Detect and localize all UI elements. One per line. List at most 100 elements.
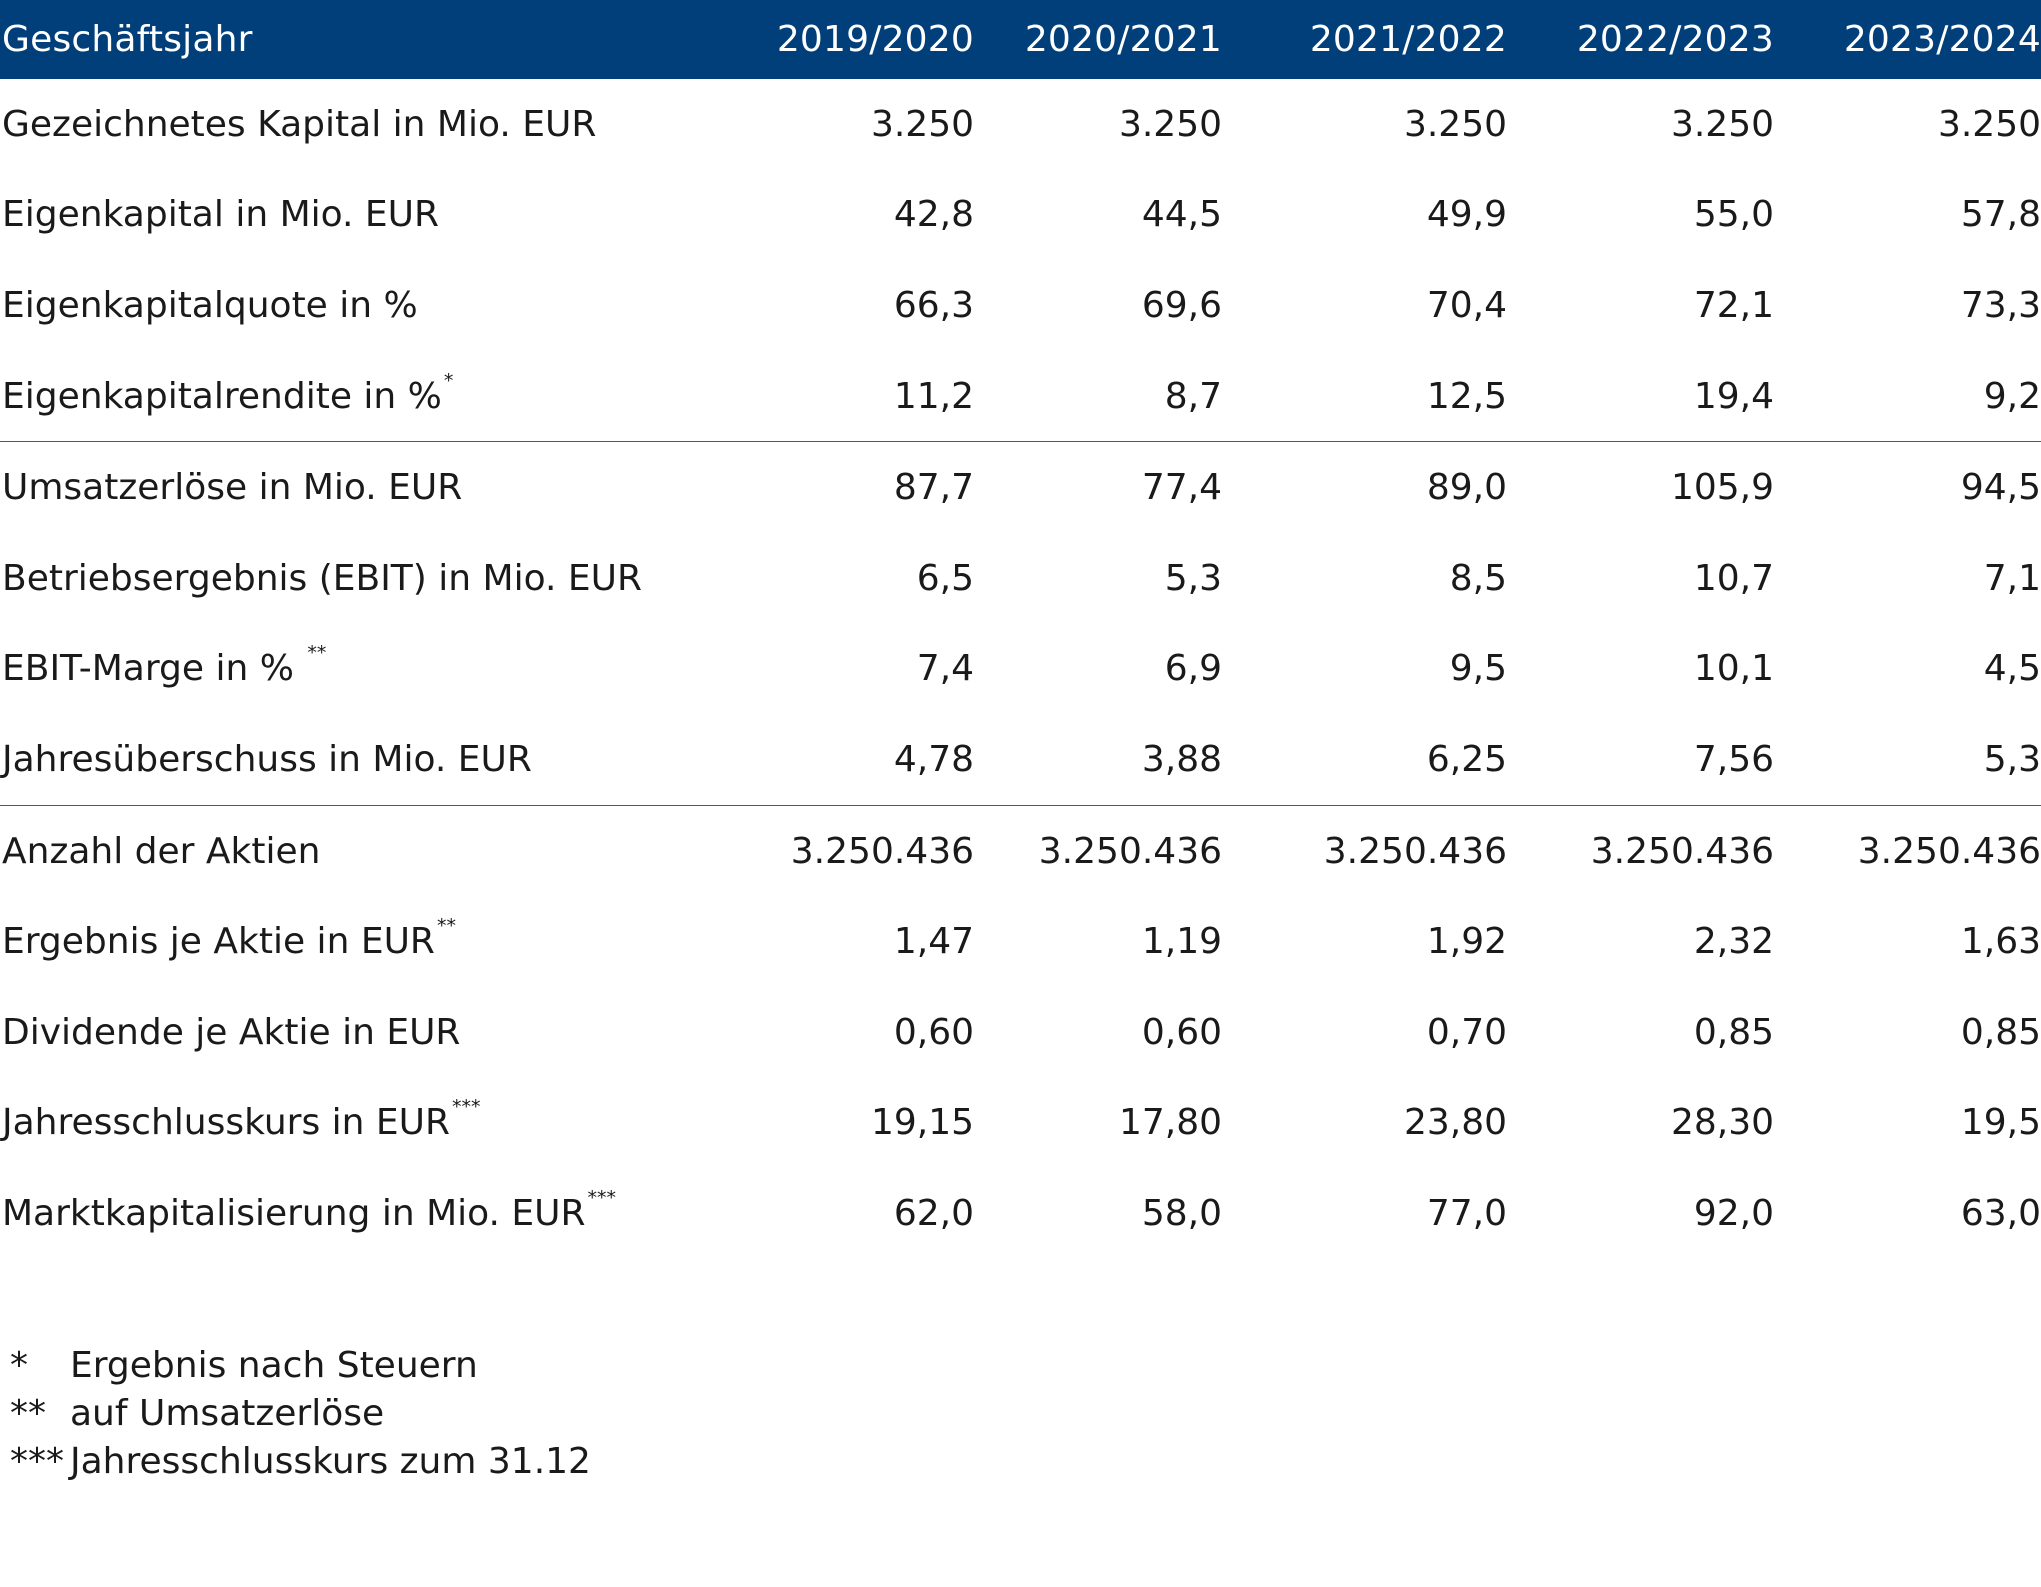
table-row: Eigenkapitalrendite in % * 11,2 8,7 12,5 19,4… [0,350,2041,443]
table-cell-value: 10,1 [1693,648,1774,690]
table-cell-value: 1,19 [1141,921,1222,963]
table-cell-value: 6,5 [916,557,974,599]
footnote-marker: ** [307,642,327,665]
header-year: 2023/2024 [1774,0,2041,79]
table-header-row: Geschäftsjahr 2019/2020 2020/2021 2021/2… [0,0,2041,79]
table-row: Ergebnis je Aktie in EUR ** 1,47 1,19 1,92 2,… [0,896,2041,987]
header-year: 2019/2020 [720,0,974,79]
row-label-text: Gezeichnetes Kapital in Mio. EUR [2,103,597,145]
footnote-marker: ** [436,915,456,938]
table-cell-value: 63,0 [1960,1192,2041,1234]
footnote-text: Jahresschlusskurs zum 31.12 [70,1441,591,1482]
table-cell-value: 94,5 [1960,467,2041,509]
financial-table: Geschäftsjahr 2019/2020 2020/2021 2021/2… [0,0,2041,1259]
row-label-text: EBIT-Marge in % [2,648,306,690]
table-cell-value: 87,7 [893,467,974,509]
row-label: EBIT-Marge in % ** [0,624,720,715]
table-cell-value: 55,0 [1693,194,1774,236]
table-cell-value: 3.250.436 [1857,830,2041,872]
table-cell-value: 3.250.436 [1590,830,1774,872]
table-cell-value: 77,0 [1426,1192,1507,1234]
table-cell-value: 62,0 [893,1192,974,1234]
row-label-text: Marktkapitalisierung in Mio. EUR [2,1192,586,1234]
table-cell-value: 11,2 [720,350,974,443]
table-cell-value: 9,2 [1774,350,2041,443]
table-cell-value: 19,4 [1507,350,1774,443]
table-cell-value: 9,5 [1449,648,1507,690]
table-cell-value: 58,0 [1141,1192,1222,1234]
row-label: Ergebnis je Aktie in EUR ** [0,896,720,987]
table-cell-value: 0,60 [893,1011,974,1053]
table-cell-value: 3.250.436 [1038,830,1222,872]
footnote-mark: ** [10,1393,46,1434]
row-label: Marktkapitalisierung in Mio. EUR *** [0,1168,720,1259]
table-cell-value: 0,85 [1960,1011,2041,1053]
table-cell-value: 0,85 [1693,1011,1774,1053]
table-cell-value: 6,25 [1222,714,1507,806]
row-label-text: Eigenkapitalquote in % [2,284,418,326]
table-cell-value: 4,78 [720,714,974,806]
table-row: Anzahl der Aktien 3.250.436 3.250.436 3.250… [0,805,2041,896]
table-cell-value: 5,3 [1774,714,2041,806]
row-label-text: Anzahl der Aktien [2,830,321,872]
table-cell-value: 77,4 [1141,467,1222,509]
table-cell-value: 73,3 [1960,284,2041,326]
footnote-mark: * [10,1345,28,1386]
footnotes: * Ergebnis nach Steuern ** auf Umsatzerlöse… [10,1342,591,1486]
table-cell-value: 72,1 [1693,284,1774,326]
table-row: Jahresschlusskurs in EUR *** 19,15 17,80 23,… [0,1078,2041,1169]
row-label: Anzahl der Aktien [0,805,720,896]
table-cell-value: 3.250 [1670,103,1774,145]
row-label-text: Jahresüberschuss in Mio. EUR [2,738,532,780]
table-body: Gezeichnetes Kapital in Mio. EUR 3.250 3.2… [0,79,2041,1259]
table-cell-value: 12,5 [1222,350,1507,443]
table-row: Betriebsergebnis (EBIT) in Mio. EUR 6,5 5,… [0,533,2041,624]
table-cell-value: 66,3 [893,284,974,326]
table-cell-value: 28,30 [1670,1102,1774,1144]
footnote-text: Ergebnis nach Steuern [70,1345,478,1386]
row-label-text: Umsatzerlöse in Mio. EUR [2,467,463,509]
footnote-item: * Ergebnis nach Steuern [10,1342,591,1390]
table-row: Jahresüberschuss in Mio. EUR 4,78 3,88 6,25… [0,714,2041,806]
table-cell-value: 70,4 [1426,284,1507,326]
table-cell-value: 5,3 [1164,557,1222,599]
table-row: Gezeichnetes Kapital in Mio. EUR 3.250 3.2… [0,79,2041,170]
row-label: Eigenkapitalrendite in % * [0,350,720,443]
financial-table-container: Geschäftsjahr 2019/2020 2020/2021 2021/2… [0,0,2041,1259]
header-year: 2022/2023 [1507,0,1774,79]
table-cell-value: 57,8 [1960,194,2041,236]
table-cell-value: 3.250.436 [1323,830,1507,872]
table-cell-value: 3.250.436 [790,830,974,872]
table-cell-value: 17,80 [1118,1102,1222,1144]
row-label: Dividende je Aktie in EUR [0,987,720,1078]
row-label-text: Eigenkapital in Mio. EUR [2,194,440,236]
row-label-text: Eigenkapitalrendite in % [2,375,442,417]
header-label: Geschäftsjahr [0,0,720,79]
row-label: Eigenkapitalquote in % [0,260,720,351]
table-cell-value: 1,63 [1960,921,2041,963]
footnote-marker: *** [587,1186,617,1209]
table-row: Umsatzerlöse in Mio. EUR 87,7 77,4 89,0 105,… [0,442,2041,533]
header-year: 2021/2022 [1222,0,1507,79]
table-cell-value: 92,0 [1693,1192,1774,1234]
row-label: Umsatzerlöse in Mio. EUR [0,442,720,533]
table-cell-value: 49,9 [1426,194,1507,236]
table-cell-value: 1,47 [893,921,974,963]
table-cell-value: 10,7 [1693,557,1774,599]
table-cell-value: 3,88 [974,714,1222,806]
header-year: 2020/2021 [974,0,1222,79]
table-cell-value: 3.250 [1118,103,1222,145]
table-cell-value: 19,5 [1960,1102,2041,1144]
table-cell-value: 0,70 [1426,1011,1507,1053]
table-cell-value: 8,7 [974,350,1222,443]
footnote-mark: *** [10,1441,64,1482]
footnote-item: *** Jahresschlusskurs zum 31.12 [10,1438,591,1486]
table-cell-value: 23,80 [1403,1102,1507,1144]
footnote-text: auf Umsatzerlöse [70,1393,385,1434]
table-cell-value: 3.250 [870,103,974,145]
row-label: Gezeichnetes Kapital in Mio. EUR [0,79,720,170]
row-label-text: Betriebsergebnis (EBIT) in Mio. EUR [2,557,643,599]
table-row: Dividende je Aktie in EUR 0,60 0,60 0,70 0,8… [0,987,2041,1078]
footnote-item: ** auf Umsatzerlöse [10,1390,591,1438]
footnote-marker: *** [452,1096,481,1119]
